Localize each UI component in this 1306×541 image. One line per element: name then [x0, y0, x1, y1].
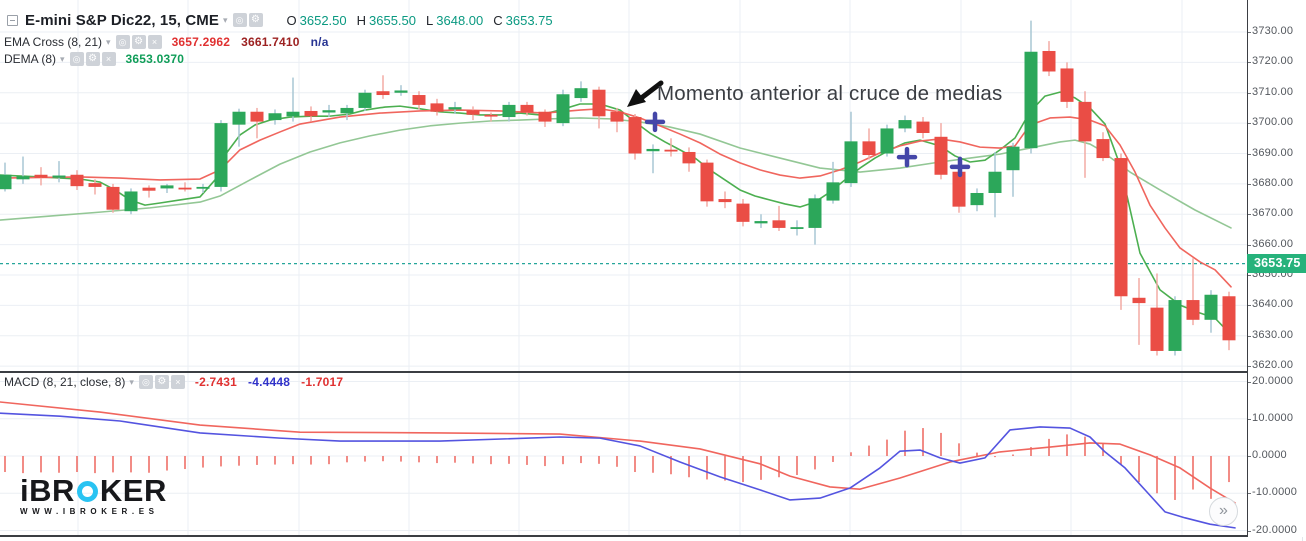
- open-value: 3652.50: [299, 12, 347, 28]
- close-icon[interactable]: ×: [101, 52, 116, 66]
- last-price-badge: 3653.75: [1247, 254, 1306, 274]
- logo-text-right: KER: [99, 473, 167, 508]
- visibility-icon[interactable]: ◎: [232, 13, 247, 27]
- bottom-border: [0, 535, 1306, 537]
- broker-logo: iBR KER WWW.IBROKER.ES: [20, 473, 167, 516]
- open-label: O: [286, 12, 297, 28]
- visibility-icon[interactable]: ◎: [138, 375, 153, 389]
- low-value: 3648.00: [436, 12, 484, 28]
- close-icon[interactable]: ×: [147, 35, 162, 49]
- annotation-text[interactable]: Momento anterior al cruce de medias: [657, 82, 1003, 105]
- visibility-icon[interactable]: ◎: [69, 52, 84, 66]
- gear-icon[interactable]: ⚙: [85, 52, 100, 66]
- close-value: 3653.75: [505, 12, 553, 28]
- ema-slow-value: 3661.7410: [241, 35, 300, 49]
- gear-icon[interactable]: ⚙: [248, 13, 263, 27]
- macd-signal-value: -4.4448: [248, 375, 291, 389]
- annotation-arrow-icon: [627, 89, 646, 107]
- axis-tick-label: 3630.00: [1247, 328, 1294, 341]
- visibility-icon[interactable]: ◎: [115, 35, 130, 49]
- chevron-down-icon[interactable]: ▾: [60, 53, 65, 64]
- ema-fast-value: 3657.2962: [171, 35, 231, 49]
- axis-tick-label: 3620.00: [1247, 359, 1294, 372]
- instrument-legend: E-mini S&P Dic22, 15, CME ▾ ◎ ⚙ O 3652.5…: [7, 10, 553, 30]
- expand-panel-button[interactable]: »: [1209, 497, 1238, 526]
- axis-tick-label: 3710.00: [1247, 85, 1294, 98]
- axis-tick-label: 10.0000: [1247, 411, 1294, 424]
- axis-tick-label: 3670.00: [1247, 207, 1294, 220]
- axis-tick-label: 3720.00: [1247, 55, 1294, 68]
- high-value: 3655.50: [369, 12, 417, 28]
- ohlc-readout: O 3652.50 H 3655.50 L 3648.00 C 3653.75: [277, 13, 553, 28]
- axis-tick-label: 3700.00: [1247, 116, 1294, 129]
- logo-text-left: iBR: [20, 473, 75, 508]
- macd-label: MACD (8, 21, close, 8): [4, 375, 126, 389]
- axis-tick-label: 3640.00: [1247, 298, 1294, 311]
- ema-na-value: n/a: [310, 35, 329, 49]
- axis-tick-label: 20.0000: [1247, 374, 1294, 387]
- ema-cross-label: EMA Cross (8, 21): [4, 35, 103, 49]
- axis-tick-label: 0.0000: [1248, 449, 1287, 461]
- axis-tick-label: -10.0000: [1247, 486, 1298, 499]
- collapse-chart-icon[interactable]: [7, 14, 18, 26]
- chevron-down-icon[interactable]: ▾: [106, 36, 111, 47]
- low-label: L: [426, 12, 434, 28]
- gear-icon[interactable]: ⚙: [154, 375, 169, 389]
- logo-o-ring-icon: [76, 481, 98, 502]
- chevron-down-icon[interactable]: ▾: [129, 376, 134, 387]
- axis-tick-label: 3680.00: [1247, 176, 1294, 189]
- dema-value: 3653.0370: [125, 52, 185, 66]
- indicator-ema-cross: EMA Cross (8, 21) ▾ ◎ ⚙ × 3657.2962 3661…: [4, 34, 340, 50]
- chevron-down-icon[interactable]: ▾: [222, 14, 228, 25]
- dema-label: DEMA (8): [4, 52, 57, 66]
- logo-url: WWW.IBROKER.ES: [20, 507, 159, 516]
- axis-tick-label: 3730.00: [1247, 25, 1294, 37]
- indicator-macd: MACD (8, 21, close, 8) ▾ ◎ ⚙ × -2.7431 -…: [4, 374, 354, 390]
- axis-tick-label: 3660.00: [1247, 237, 1294, 250]
- close-icon[interactable]: ×: [170, 375, 185, 389]
- macd-value: -2.7431: [194, 375, 238, 389]
- high-label: H: [356, 12, 367, 28]
- axis-tick-label: -20.0000: [1247, 523, 1298, 536]
- pane-separator[interactable]: [0, 371, 1306, 373]
- indicator-dema: DEMA (8) ▾ ◎ ⚙ × 3653.0370: [4, 51, 195, 67]
- axis-tick-label: 3690.00: [1247, 146, 1294, 159]
- price-axis[interactable]: 3730.00 3720.00 3710.00 3700.00 3690.00 3680.…: [1247, 0, 1306, 537]
- gear-icon[interactable]: ⚙: [131, 35, 146, 49]
- close-label: C: [493, 12, 503, 28]
- instrument-title: E-mini S&P Dic22, 15, CME: [25, 11, 219, 29]
- macd-histogram-value: -1.7017: [301, 375, 344, 389]
